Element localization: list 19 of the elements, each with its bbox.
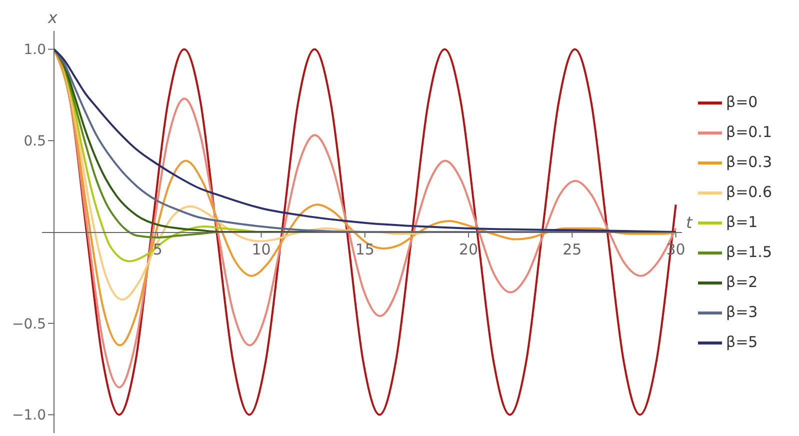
legend-label: β=0 <box>726 93 758 111</box>
legend-label: β=3 <box>726 303 758 321</box>
x-axis-title: t <box>686 212 692 232</box>
x-tick-label: 15 <box>355 240 374 258</box>
legend-label: β=1 <box>726 213 758 231</box>
y-axis-title: x <box>48 8 58 27</box>
legend-label: β=0.3 <box>726 153 772 171</box>
legend-label: β=0.1 <box>726 123 772 141</box>
legend-label: β=1.5 <box>726 243 772 261</box>
x-tick-label: 20 <box>458 240 478 258</box>
y-tick-label: −1.0 <box>12 408 46 424</box>
legend-label: β=2 <box>726 273 758 291</box>
y-tick-label: −0.5 <box>12 316 46 332</box>
x-tick-label: 25 <box>562 240 582 258</box>
y-tick-label: 1.0 <box>24 42 46 58</box>
y-tick-label: 0.5 <box>24 134 46 150</box>
legend-label: β=5 <box>726 333 758 351</box>
x-tick-label: 10 <box>252 240 271 258</box>
legend-label: β=0.6 <box>726 183 772 201</box>
